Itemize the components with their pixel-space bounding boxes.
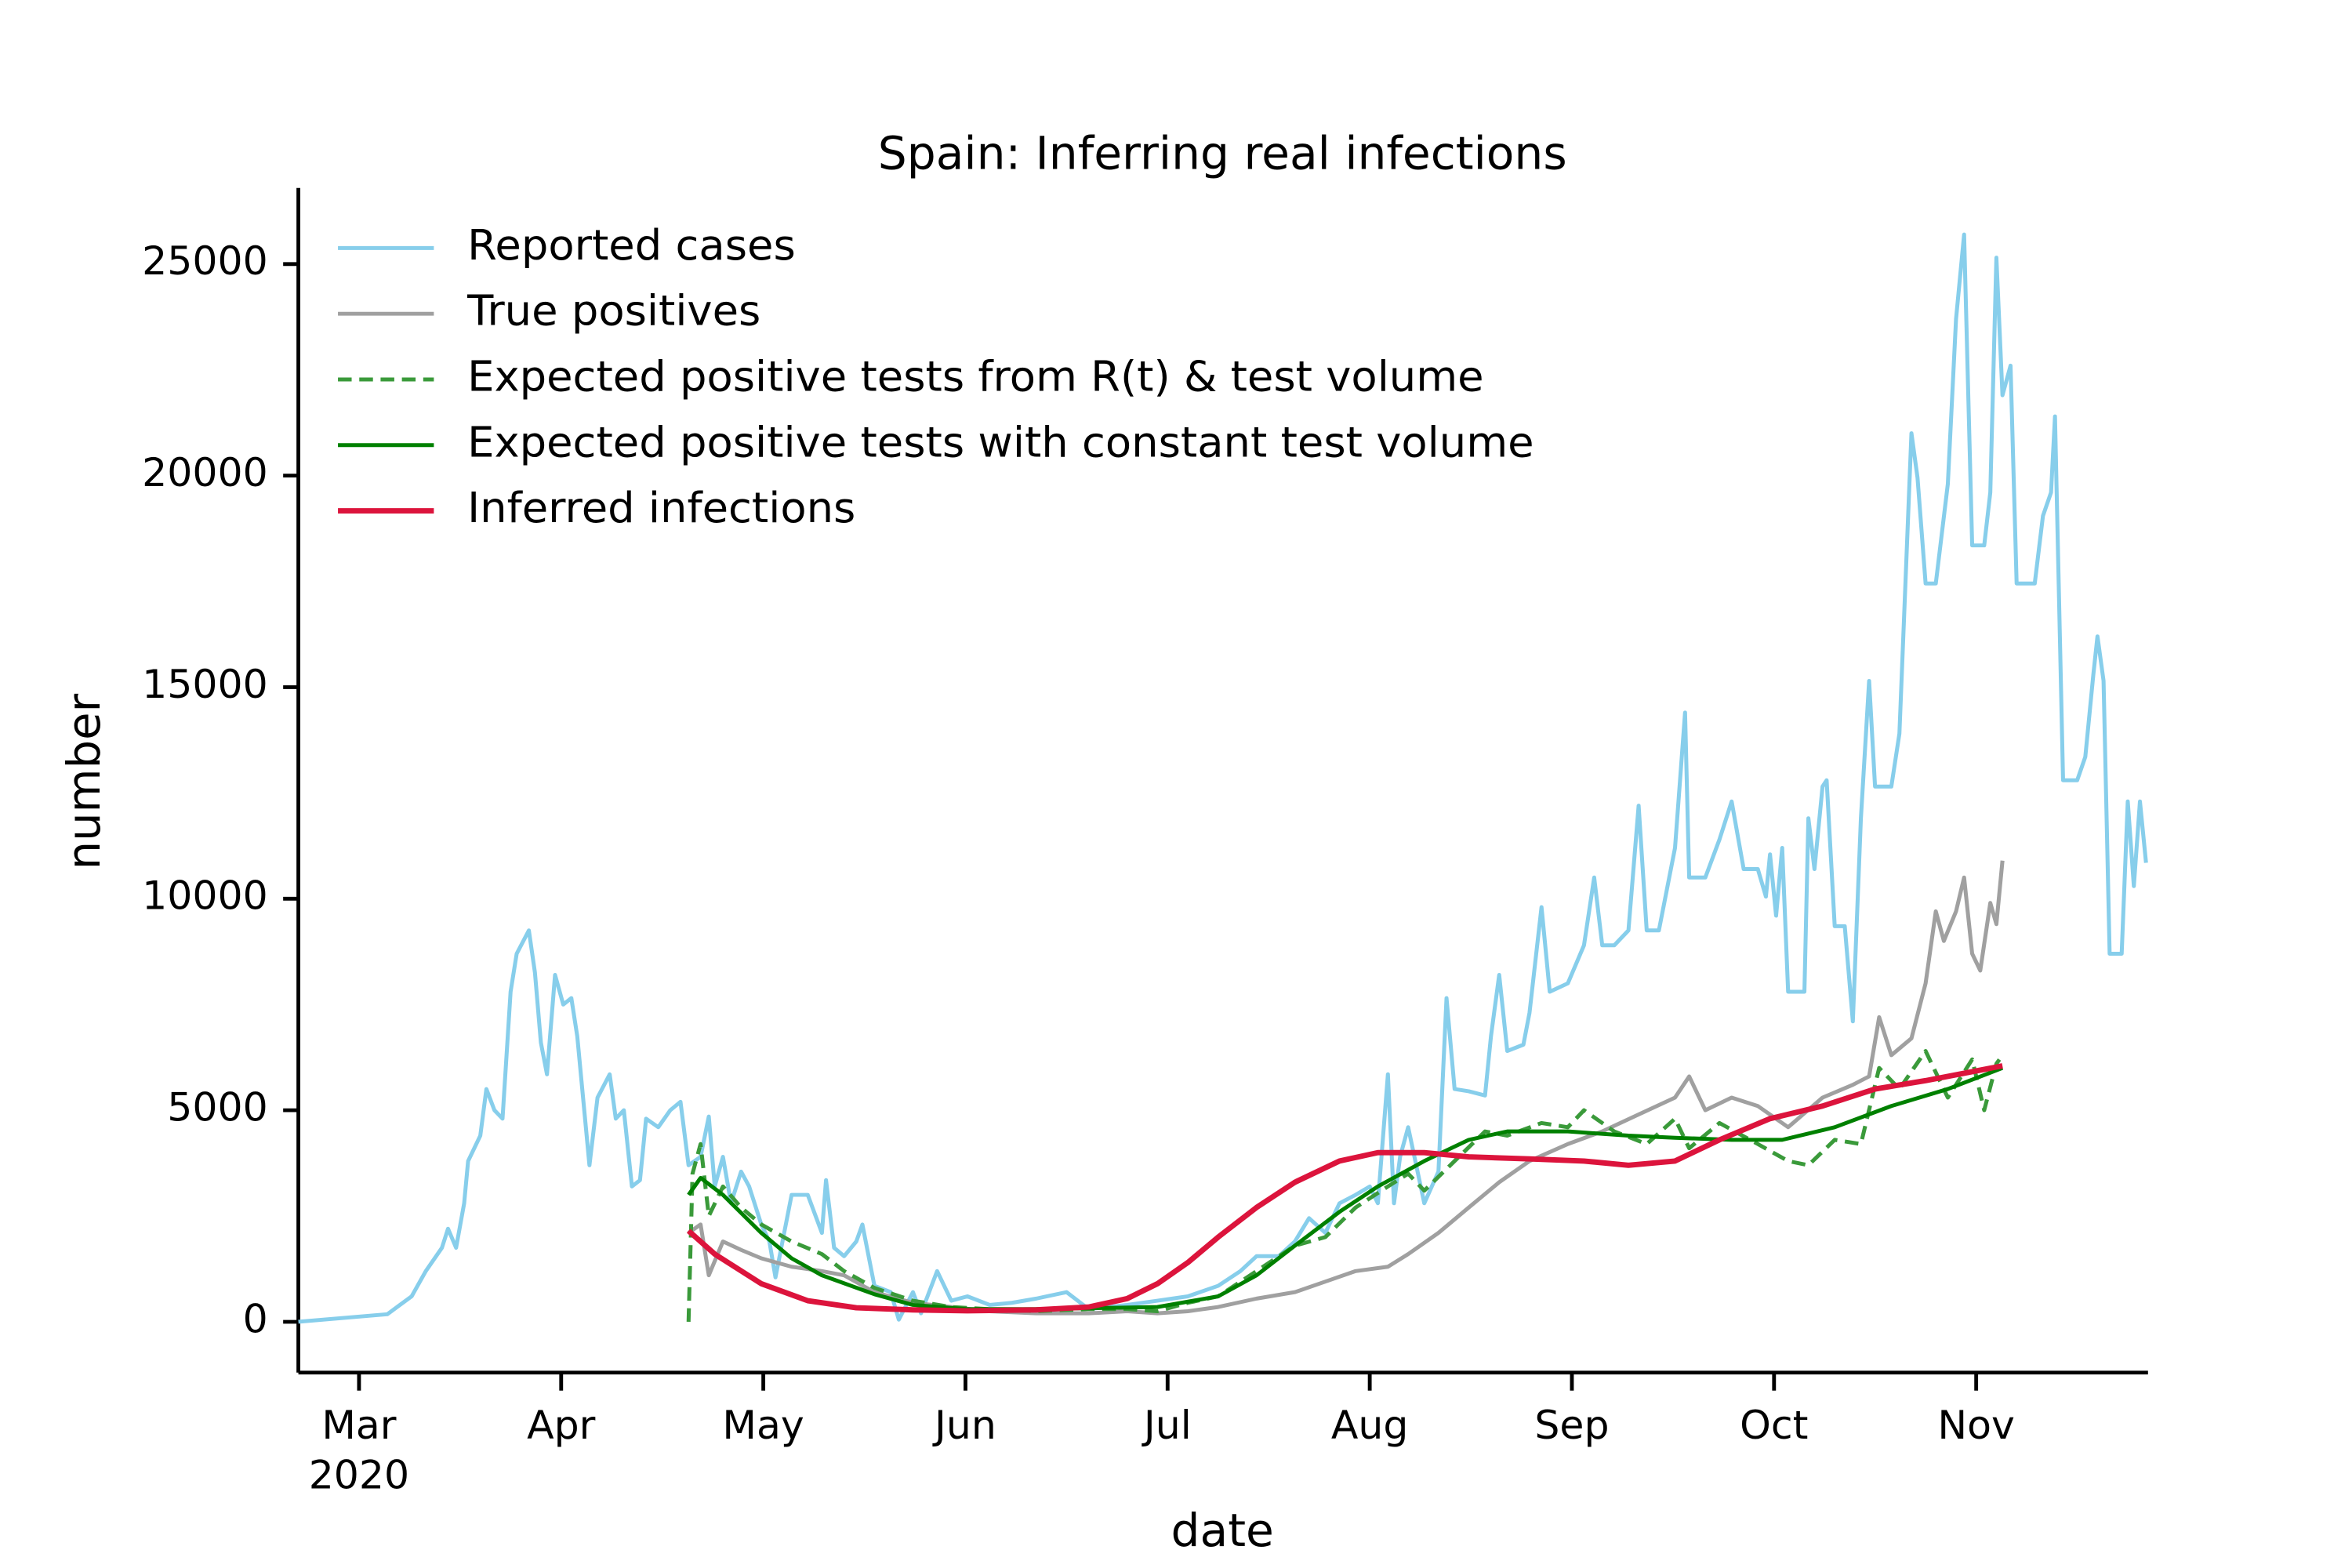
y-tick-label: 5000 — [167, 1084, 267, 1131]
x-tick-label: Jun — [932, 1402, 996, 1448]
data-line — [298, 232, 2148, 1324]
x-axis-label: date — [1171, 1504, 1274, 1557]
x-tick-label: May — [722, 1402, 804, 1448]
data-line — [686, 1049, 2005, 1322]
legend-label: Expected positive tests from R(t) & test… — [467, 352, 1484, 401]
y-tick-label: 20000 — [142, 449, 268, 495]
data-line — [687, 1065, 2004, 1312]
x-tick-label: Mar — [321, 1402, 397, 1448]
chart-title: Spain: Inferring real infections — [878, 127, 1567, 180]
y-tick-label: 10000 — [142, 873, 268, 919]
x-tick-label: Aug — [1331, 1402, 1409, 1448]
x-tick-label: Oct — [1740, 1402, 1808, 1448]
x-tick-label: Sep — [1534, 1402, 1609, 1448]
legend-label: Expected positive tests with constant te… — [467, 418, 1534, 467]
legend-label: True positives — [466, 286, 760, 336]
x-tick-label: Apr — [527, 1402, 596, 1448]
x-year-label: 2020 — [309, 1452, 409, 1498]
y-tick-label: 25000 — [142, 238, 268, 285]
y-tick-label: 0 — [243, 1296, 268, 1342]
legend-label: Reported cases — [467, 220, 796, 270]
x-tick-label: Jul — [1142, 1402, 1192, 1448]
data-line — [686, 1063, 2003, 1314]
y-tick-label: 15000 — [142, 661, 268, 707]
legend-label: Inferred infections — [467, 483, 855, 532]
data-line — [687, 860, 2005, 1316]
y-axis-label: number — [57, 694, 111, 870]
x-tick-label: Nov — [1937, 1402, 2015, 1448]
